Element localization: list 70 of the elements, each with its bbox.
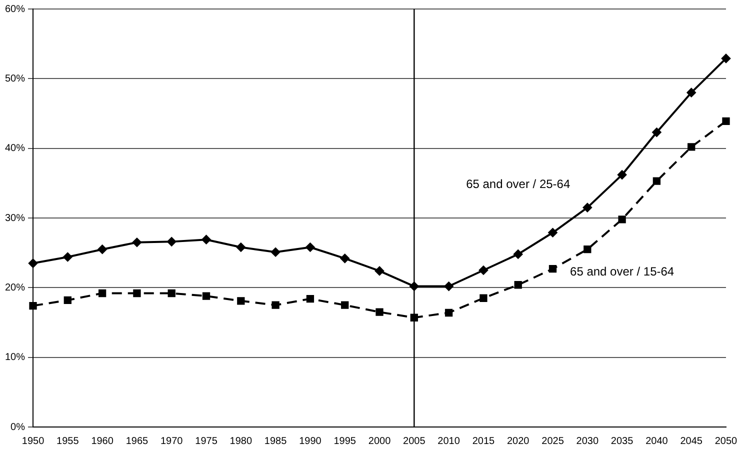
point (375, 266, 384, 276)
x-tick-label: 1975 (195, 436, 218, 447)
y-tick-label: 40% (5, 143, 26, 154)
point (514, 281, 522, 289)
point (444, 282, 454, 291)
y-tick-label: 50% (5, 73, 26, 84)
point (98, 244, 107, 254)
point (202, 292, 210, 300)
point (618, 216, 626, 224)
point (306, 242, 315, 252)
point (340, 254, 350, 263)
x-tick-label: 1970 (160, 436, 184, 447)
annotation: 65 and over / 25-64 (466, 176, 570, 191)
point (722, 117, 730, 125)
point (478, 266, 488, 275)
point (722, 54, 730, 63)
x-tick-label: 1965 (126, 436, 149, 447)
point (548, 228, 558, 238)
x-tick-label: 1980 (230, 436, 252, 447)
point (272, 301, 280, 309)
point (167, 237, 176, 246)
point (133, 289, 141, 298)
x-tick-label: 2000 (368, 436, 392, 447)
x-tick-label: 1950 (22, 436, 45, 447)
point (237, 297, 245, 305)
point (514, 250, 523, 259)
point (548, 265, 557, 273)
x-tick-label: 1985 (264, 436, 288, 447)
point (63, 252, 72, 262)
point (168, 289, 176, 298)
point (132, 238, 142, 247)
y-tick-label: 20% (5, 282, 26, 294)
point (652, 128, 662, 137)
x-tick-label: 2015 (472, 436, 496, 447)
point (28, 258, 38, 268)
point (306, 294, 314, 303)
x-tick-label: 1995 (334, 436, 356, 447)
annotation: 65 and over / 15-64 (570, 264, 674, 279)
point (686, 88, 696, 98)
point (202, 235, 211, 244)
point (376, 308, 384, 316)
point (688, 143, 696, 151)
point (236, 242, 246, 252)
point (444, 308, 453, 317)
y-tick-label: 30% (5, 212, 26, 224)
x-tick-label: 2010 (438, 436, 460, 447)
point (584, 246, 592, 254)
point (29, 302, 37, 310)
point (98, 289, 106, 298)
y-tick-label: 0% (10, 422, 26, 433)
x-tick-label: 2040 (646, 436, 668, 447)
x-tick-label: 2050 (714, 436, 738, 447)
point (341, 301, 349, 309)
x-tick-label: 2005 (403, 436, 426, 447)
point (618, 170, 627, 180)
x-tick-label: 1960 (91, 436, 114, 447)
x-tick-label: 2045 (680, 436, 703, 447)
y-tick-label: 60% (5, 4, 26, 15)
x-tick-label: 2025 (542, 436, 564, 447)
point (582, 203, 592, 212)
point (652, 177, 661, 185)
point (271, 248, 280, 257)
x-tick-label: 1990 (299, 436, 322, 447)
x-tick-label: 2020 (506, 436, 530, 447)
point (64, 296, 72, 304)
x-tick-label: 2035 (610, 436, 634, 447)
point (480, 294, 488, 302)
x-tick-label: 1955 (56, 436, 80, 447)
y-tick-label: 10% (5, 352, 26, 364)
x-tick-label: 2030 (576, 436, 599, 447)
